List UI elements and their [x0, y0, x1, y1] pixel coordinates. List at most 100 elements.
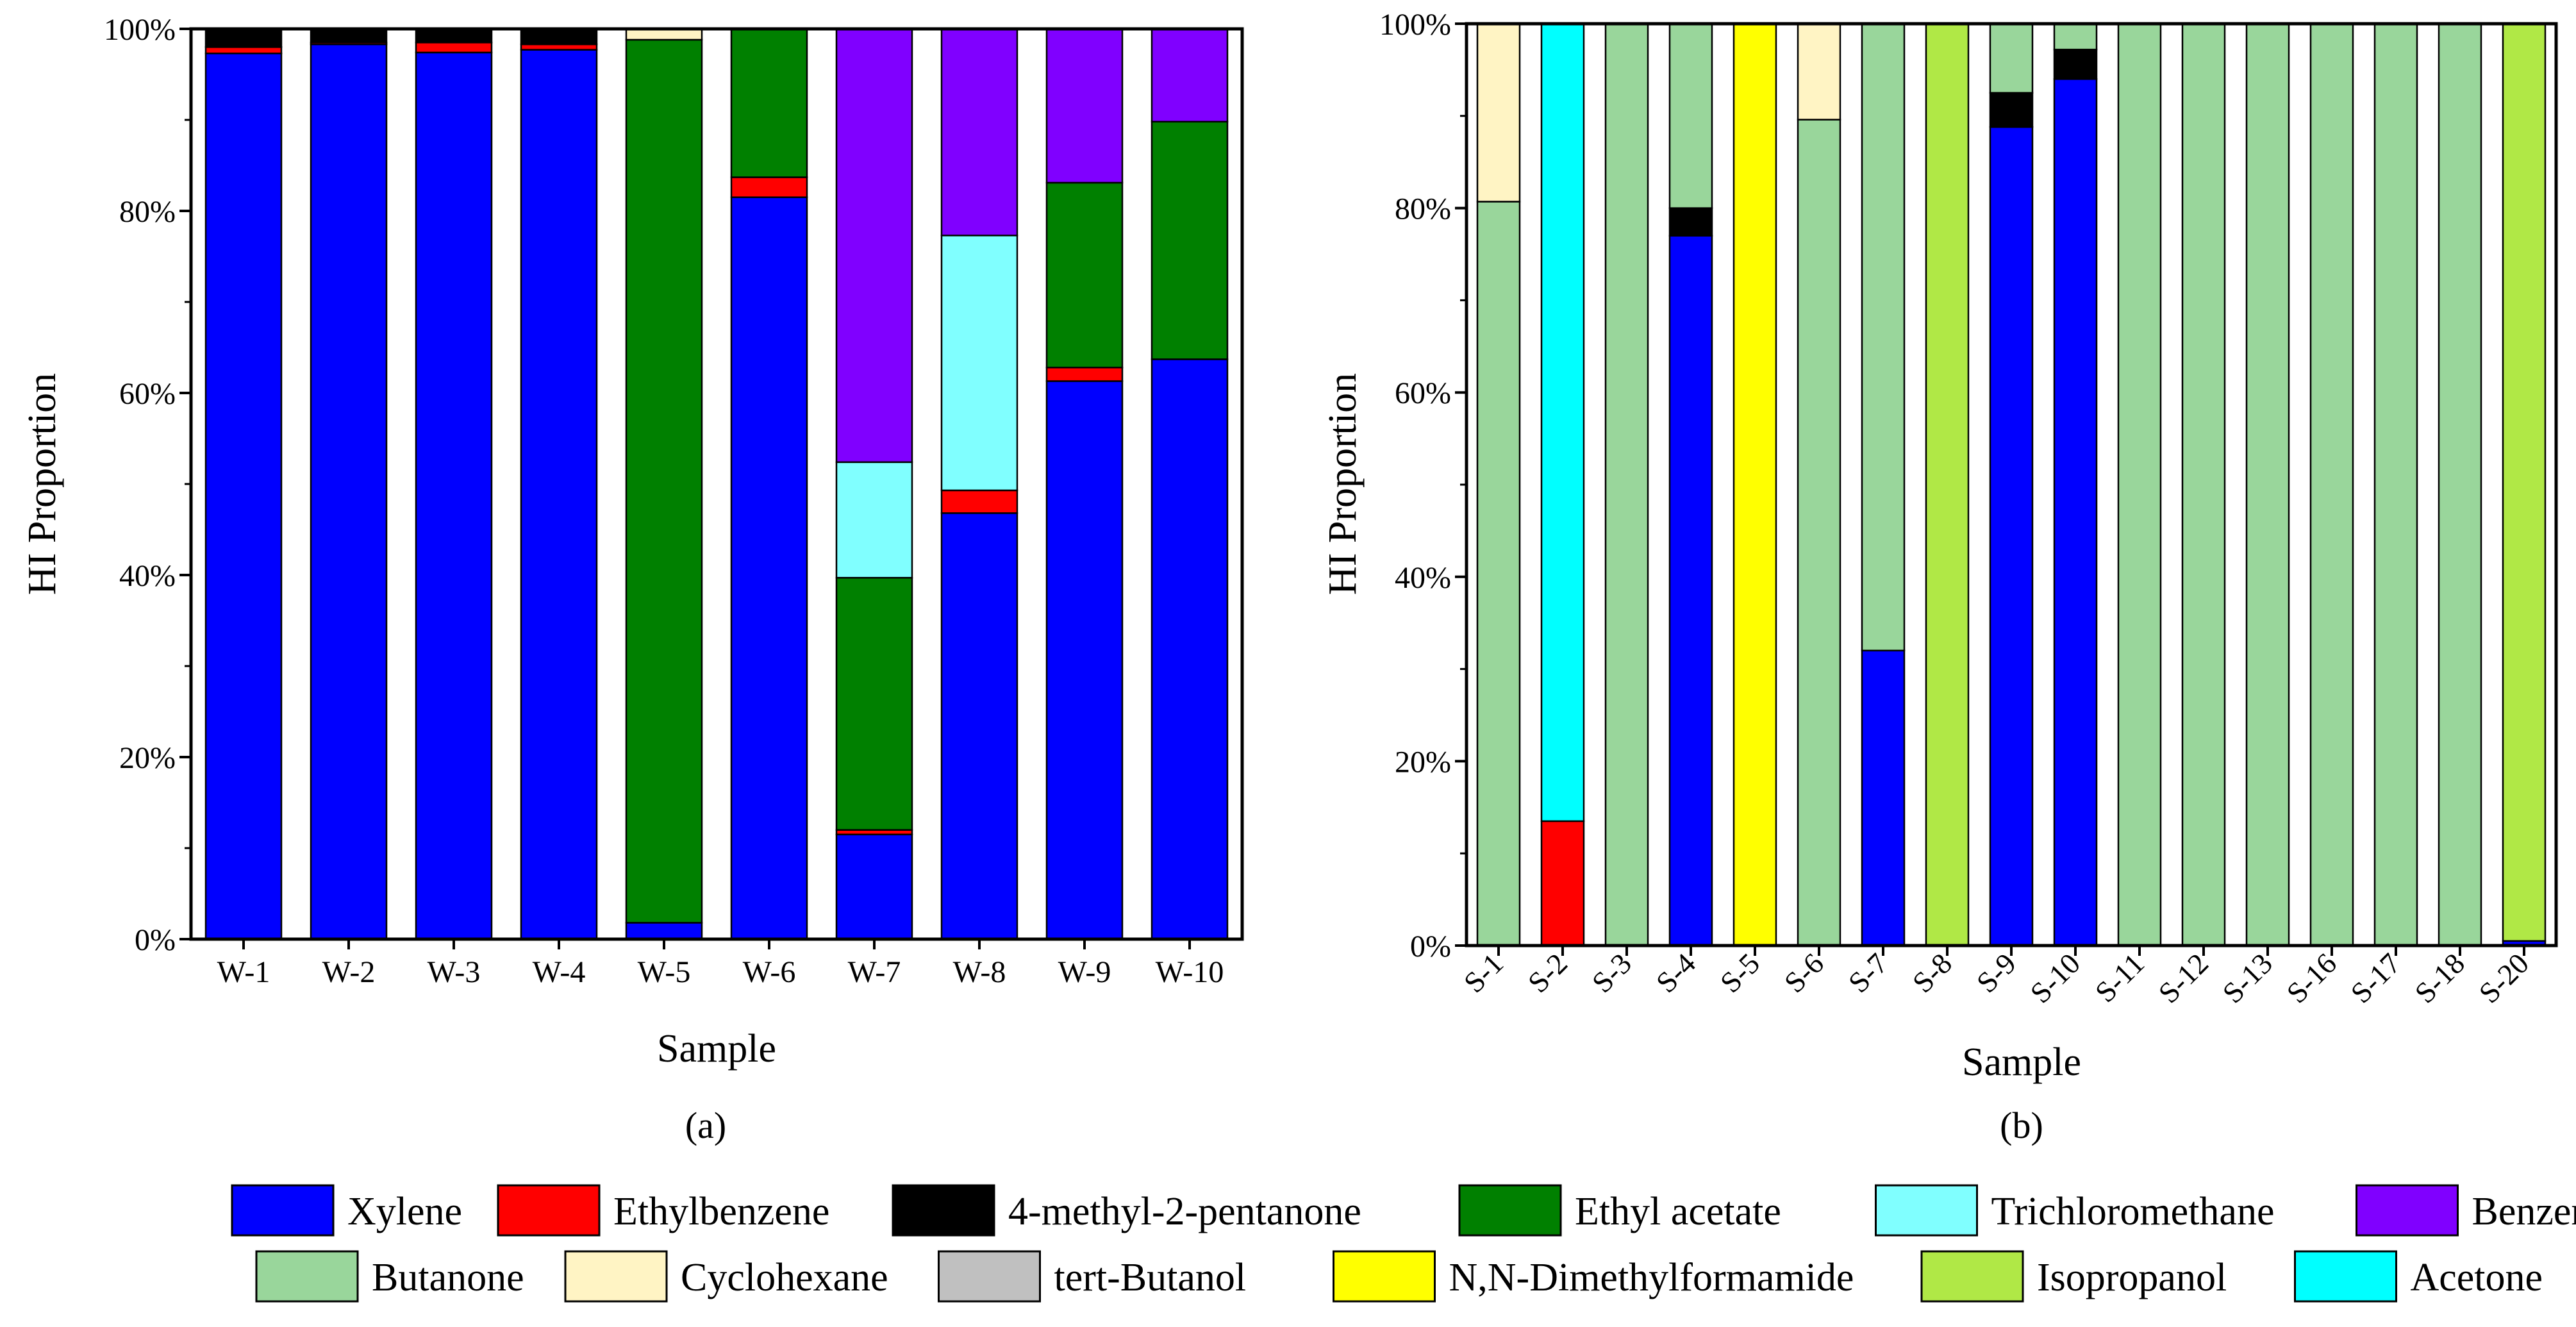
bar-segment-s-7-butanone — [1861, 22, 1906, 652]
y-tick-label-0: 0% — [1410, 930, 1451, 964]
x-tick-label-w-2: W-2 — [322, 955, 376, 989]
bar-segment-s-10-butanone — [2053, 22, 2098, 51]
y-tick-label-0: 0% — [135, 923, 176, 957]
bar-segment-w-6-ethylbenzene — [730, 176, 808, 198]
bar-segment-w-1-4-methyl-2-pentanone — [204, 28, 283, 48]
bar-stack-s-13 — [2245, 22, 2290, 947]
bar-segment-w-9-ethylbenzene — [1045, 366, 1124, 382]
x-tick-label-w-7: W-7 — [848, 955, 901, 989]
bar-segment-w-7-ethyl-acetate — [835, 577, 913, 831]
legend-swatch-4-methyl-2-pentanone — [892, 1184, 995, 1237]
bar-segment-w-5-ethyl-acetate — [625, 38, 703, 924]
chart-a-x-axis: W-1 W-2 W-3 W-4 W-5 W-6 W-7 W-8 W-9 W-10 — [217, 939, 1224, 989]
bar-segment-w-5-cyclohexane — [625, 28, 703, 41]
legend-swatch-cyclohexane — [564, 1250, 668, 1303]
bar-stack-s-2 — [1540, 22, 1585, 947]
bar-segment-s-3-butanone — [1604, 22, 1649, 947]
bar-stack-w-3 — [415, 28, 493, 940]
x-tick-label-w-5: W-5 — [638, 955, 691, 989]
chart-a-y-axis-label: HI Proportion — [21, 373, 64, 595]
y-tick-label-2: 40% — [1395, 561, 1451, 595]
bar-segment-w-8-ethylbenzene — [940, 489, 1018, 514]
bar-stack-s-11 — [2117, 22, 2162, 947]
chart-b-y-axis: 0% 20% 40% 60% 80% 100% — [1379, 8, 1467, 964]
bar-segment-s-7-xylene — [1861, 649, 1906, 947]
bar-segment-w-10-xylene — [1151, 358, 1229, 940]
legend-label-trichloromethane: Trichloromethane — [1991, 1190, 2275, 1233]
legend-label-acetone: Acetone — [2411, 1256, 2543, 1299]
x-tick-label-w-4: W-4 — [533, 955, 586, 989]
bar-stack-w-5 — [625, 28, 703, 940]
bar-segment-s-1-butanone — [1476, 201, 1521, 947]
bar-segment-s-4-butanone — [1668, 22, 1713, 209]
bar-stack-s-6 — [1797, 22, 1841, 947]
y-tick-label-3: 60% — [119, 377, 176, 411]
bar-segment-w-1-ethylbenzene — [204, 46, 283, 54]
chart-b-plot-frame — [1465, 22, 2558, 947]
bar-segment-w-4-4-methyl-2-pentanone — [520, 28, 598, 46]
bar-segment-s-2-acetone — [1540, 22, 1585, 822]
bar-segment-w-9-benzene — [1045, 28, 1124, 184]
bar-segment-s-11-butanone — [2117, 22, 2162, 947]
bar-segment-w-9-ethyl-acetate — [1045, 181, 1124, 369]
legend-swatch-tert-butanol — [938, 1250, 1041, 1303]
bar-segment-w-10-benzene — [1151, 28, 1229, 123]
bar-segment-w-6-ethyl-acetate — [730, 28, 808, 178]
chart-b-bars — [1476, 22, 2547, 947]
y-tick-label-5: 100% — [104, 13, 176, 47]
legend: Xylene Ethylbenzene 4-methyl-2-pentanone Et… — [231, 1184, 2576, 1303]
bar-segment-s-17-butanone — [2373, 22, 2418, 947]
legend-label-ethylbenzene: Ethylbenzene — [613, 1190, 829, 1233]
legend-swatch-xylene — [231, 1184, 335, 1237]
chart-a-x-axis-label: Sample — [657, 1027, 776, 1071]
bar-segment-s-6-cyclohexane — [1797, 22, 1841, 121]
bar-segment-s-1-cyclohexane — [1476, 22, 1521, 203]
chart-a-bars — [204, 28, 1229, 940]
bar-segment-w-3-ethylbenzene — [415, 42, 493, 54]
bar-segment-w-2-xylene — [310, 43, 388, 940]
bar-stack-w-8 — [940, 28, 1018, 940]
bar-stack-w-1 — [204, 28, 283, 940]
legend-label-tert-butanol: tert-Butanol — [1054, 1256, 1247, 1299]
y-tick-label-1: 20% — [119, 741, 176, 775]
legend-swatch-n-n-dimethylformamide — [1333, 1250, 1436, 1303]
bar-segment-s-16-butanone — [2309, 22, 2354, 947]
x-tick-label-w-9: W-9 — [1058, 955, 1111, 989]
bar-stack-s-20 — [2502, 22, 2547, 947]
bar-segment-s-9-4-methyl-2-pentanone — [1989, 92, 2034, 128]
bar-segment-w-4-ethylbenzene — [520, 43, 598, 51]
chart-a-panel-label: (a) — [685, 1105, 726, 1146]
bar-segment-w-8-trichloromethane — [940, 235, 1018, 492]
x-tick-label-w-6: W-6 — [743, 955, 796, 989]
bar-stack-w-6 — [730, 28, 808, 940]
y-tick-label-5: 100% — [1379, 8, 1451, 42]
legend-swatch-benzene — [2356, 1184, 2459, 1237]
legend-label-isopropanol: Isopropanol — [2037, 1256, 2227, 1299]
bar-stack-s-16 — [2309, 22, 2354, 947]
bar-segment-s-18-butanone — [2438, 22, 2482, 947]
legend-swatch-acetone — [2294, 1250, 2397, 1303]
bar-stack-s-3 — [1604, 22, 1649, 947]
bar-stack-s-9 — [1989, 22, 2034, 947]
bar-stack-s-4 — [1668, 22, 1713, 947]
legend-label-ethyl-acetate: Ethyl acetate — [1575, 1190, 1781, 1233]
chart-b-panel-label: (b) — [2000, 1105, 2043, 1146]
x-tick-label-w-10: W-10 — [1156, 955, 1224, 989]
legend-label-cyclohexane: Cyclohexane — [681, 1256, 888, 1299]
bar-segment-s-8-isopropanol — [1925, 22, 1970, 947]
bar-segment-w-7-xylene — [835, 833, 913, 940]
bar-segment-s-12-butanone — [2181, 22, 2226, 947]
legend-swatch-isopropanol — [1920, 1250, 2024, 1303]
bar-stack-w-2 — [310, 28, 388, 940]
bar-segment-w-9-xylene — [1045, 380, 1124, 940]
chart-a-y-axis: 0% 20% 40% 60% 80% 100% — [104, 13, 191, 957]
legend-label-butanone: Butanone — [372, 1256, 524, 1299]
chart-b-y-axis-label: HI Proportion — [1321, 373, 1365, 595]
bar-segment-w-7-benzene — [835, 28, 913, 463]
bar-stack-w-4 — [520, 28, 598, 940]
bar-stack-s-1 — [1476, 22, 1521, 947]
bar-stack-s-7 — [1861, 22, 1906, 947]
bar-stack-s-18 — [2438, 22, 2482, 947]
x-tick-label-w-8: W-8 — [953, 955, 1006, 989]
